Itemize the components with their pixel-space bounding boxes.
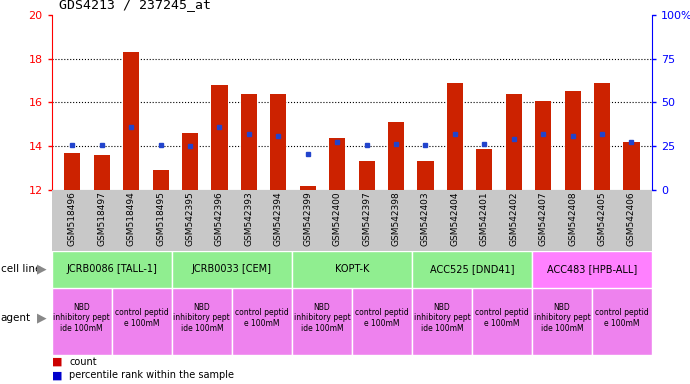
- Text: GSM542395: GSM542395: [186, 192, 195, 246]
- Text: ▶: ▶: [37, 311, 46, 324]
- Bar: [564, 91, 581, 190]
- Bar: [94, 155, 110, 190]
- Text: GSM542393: GSM542393: [244, 192, 253, 246]
- Bar: [329, 138, 345, 190]
- Text: control peptid
e 100mM: control peptid e 100mM: [595, 308, 649, 328]
- Text: agent: agent: [1, 313, 31, 323]
- Bar: [532, 251, 652, 288]
- Bar: [594, 83, 610, 190]
- Text: control peptid
e 100mM: control peptid e 100mM: [115, 308, 168, 328]
- Text: GSM518497: GSM518497: [97, 192, 106, 247]
- Bar: [412, 288, 472, 355]
- Text: GSM542399: GSM542399: [304, 192, 313, 246]
- Text: GSM542408: GSM542408: [568, 192, 577, 246]
- Bar: [270, 94, 286, 190]
- Text: NBD
inhibitory pept
ide 100mM: NBD inhibitory pept ide 100mM: [293, 303, 351, 333]
- Bar: [241, 94, 257, 190]
- Text: GSM542406: GSM542406: [627, 192, 636, 246]
- Text: NBD
inhibitory pept
ide 100mM: NBD inhibitory pept ide 100mM: [173, 303, 230, 333]
- Bar: [472, 288, 532, 355]
- Bar: [172, 288, 232, 355]
- Text: GSM518495: GSM518495: [156, 192, 165, 247]
- Text: percentile rank within the sample: percentile rank within the sample: [69, 370, 234, 380]
- Bar: [388, 122, 404, 190]
- Text: JCRB0086 [TALL-1]: JCRB0086 [TALL-1]: [66, 264, 157, 275]
- Text: ACC483 [HPB-ALL]: ACC483 [HPB-ALL]: [547, 264, 637, 275]
- Bar: [292, 288, 352, 355]
- Text: GSM518494: GSM518494: [127, 192, 136, 246]
- Bar: [64, 152, 81, 190]
- Text: control peptid
e 100mM: control peptid e 100mM: [235, 308, 288, 328]
- Bar: [476, 149, 493, 190]
- Bar: [211, 85, 228, 190]
- Text: GSM542401: GSM542401: [480, 192, 489, 246]
- Bar: [535, 101, 551, 190]
- Text: count: count: [69, 357, 97, 367]
- Bar: [52, 288, 112, 355]
- Text: KOPT-K: KOPT-K: [335, 264, 369, 275]
- Bar: [172, 251, 292, 288]
- Bar: [292, 251, 412, 288]
- Text: NBD
inhibitory pept
ide 100mM: NBD inhibitory pept ide 100mM: [53, 303, 110, 333]
- Text: GSM542397: GSM542397: [362, 192, 371, 246]
- Bar: [123, 52, 139, 190]
- Text: GSM542394: GSM542394: [274, 192, 283, 246]
- Bar: [112, 288, 172, 355]
- Text: control peptid
e 100mM: control peptid e 100mM: [355, 308, 408, 328]
- Bar: [532, 288, 592, 355]
- Text: GSM542398: GSM542398: [391, 192, 400, 246]
- Bar: [506, 94, 522, 190]
- Text: ■: ■: [52, 357, 62, 367]
- Text: GSM542407: GSM542407: [539, 192, 548, 246]
- Text: GSM542404: GSM542404: [451, 192, 460, 246]
- Bar: [299, 186, 316, 190]
- Text: cell line: cell line: [1, 264, 41, 275]
- Bar: [359, 161, 375, 190]
- Bar: [352, 288, 412, 355]
- Text: control peptid
e 100mM: control peptid e 100mM: [475, 308, 529, 328]
- Bar: [152, 170, 169, 190]
- Text: NBD
inhibitory pept
ide 100mM: NBD inhibitory pept ide 100mM: [533, 303, 591, 333]
- Bar: [232, 288, 292, 355]
- Text: GSM542396: GSM542396: [215, 192, 224, 246]
- Text: GDS4213 / 237245_at: GDS4213 / 237245_at: [59, 0, 210, 11]
- Text: ▶: ▶: [37, 263, 46, 276]
- Bar: [52, 251, 172, 288]
- Text: GSM542403: GSM542403: [421, 192, 430, 246]
- Bar: [447, 83, 463, 190]
- Text: GSM518496: GSM518496: [68, 192, 77, 247]
- Text: GSM542400: GSM542400: [333, 192, 342, 246]
- Bar: [412, 251, 532, 288]
- Bar: [592, 288, 652, 355]
- Text: GSM542402: GSM542402: [509, 192, 518, 246]
- Text: JCRB0033 [CEM]: JCRB0033 [CEM]: [192, 264, 272, 275]
- Text: ■: ■: [52, 370, 62, 380]
- Text: NBD
inhibitory pept
ide 100mM: NBD inhibitory pept ide 100mM: [413, 303, 471, 333]
- Text: ACC525 [DND41]: ACC525 [DND41]: [430, 264, 514, 275]
- Text: GSM542405: GSM542405: [598, 192, 607, 246]
- Bar: [623, 142, 640, 190]
- Bar: [417, 161, 433, 190]
- Bar: [182, 133, 198, 190]
